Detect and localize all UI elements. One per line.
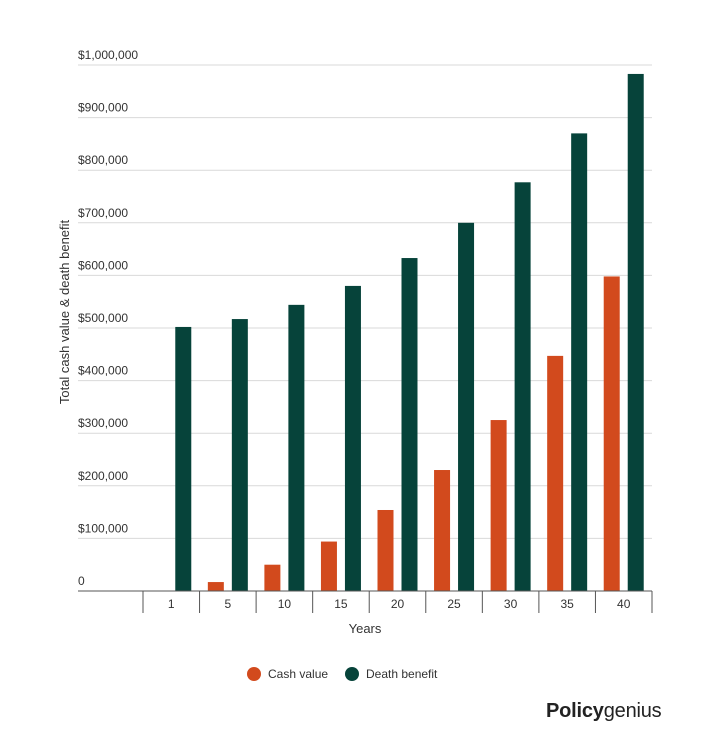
legend: Cash value Death benefit [247,667,438,681]
bar-cash-value [434,470,451,591]
y-tick-label: $200,000 [78,469,128,483]
bar-death-benefit [627,73,644,591]
y-tick-label: $700,000 [78,206,128,220]
x-tick-label: 20 [391,597,405,611]
y-tick-label: $600,000 [78,258,128,272]
policygenius-logo: Policygenius [546,700,662,723]
brand-part2: genius [603,700,662,722]
bar-death-benefit [514,182,531,591]
y-tick-label: 0 [78,574,85,588]
bar-death-benefit [231,319,248,591]
bar-death-benefit [344,285,361,591]
bar-death-benefit [458,222,475,592]
gridlines [78,64,652,539]
x-tick-label: 35 [560,597,574,611]
x-tick-label: 40 [617,597,631,611]
x-axis-title: Years [349,621,382,636]
bars [175,73,644,592]
bar-death-benefit [288,304,305,591]
bar-cash-value [547,355,564,591]
legend-swatch [345,667,359,681]
x-tick-label: 5 [224,597,231,611]
bar-cash-value [207,582,224,591]
y-tick-label: $1,000,000 [78,48,138,62]
bar-cash-value [490,420,507,591]
y-tick-label: $800,000 [78,153,128,167]
x-axis: 1 5 10 15 20 25 30 35 40 [78,590,653,613]
bar-cash-value [320,541,337,591]
legend-swatch [247,667,261,681]
x-tick-label: 15 [334,597,348,611]
y-tick-label: $900,000 [78,101,128,115]
brand-part1: Policy [546,700,604,722]
legend-label: Cash value [268,667,328,681]
x-tick-label: 30 [504,597,518,611]
x-tick-label: 1 [168,597,175,611]
legend-label: Death benefit [366,667,438,681]
y-tick-label: $400,000 [78,364,128,378]
y-axis-title: Total cash value & death benefit [57,219,72,404]
bar-death-benefit [571,133,588,591]
y-tick-label: $100,000 [78,521,128,535]
bar-death-benefit [401,258,418,591]
y-axis-ticks: 0 $100,000 $200,000 $300,000 $400,000 $500,00… [78,48,138,588]
y-tick-label: $300,000 [78,416,128,430]
y-tick-label: $500,000 [78,311,128,325]
bar-death-benefit [175,326,192,591]
x-tick-label: 25 [447,597,461,611]
bar-cash-value [603,276,620,591]
bar-cash-value [377,509,394,591]
bar-cash-value [264,564,281,591]
x-tick-label: 10 [278,597,292,611]
